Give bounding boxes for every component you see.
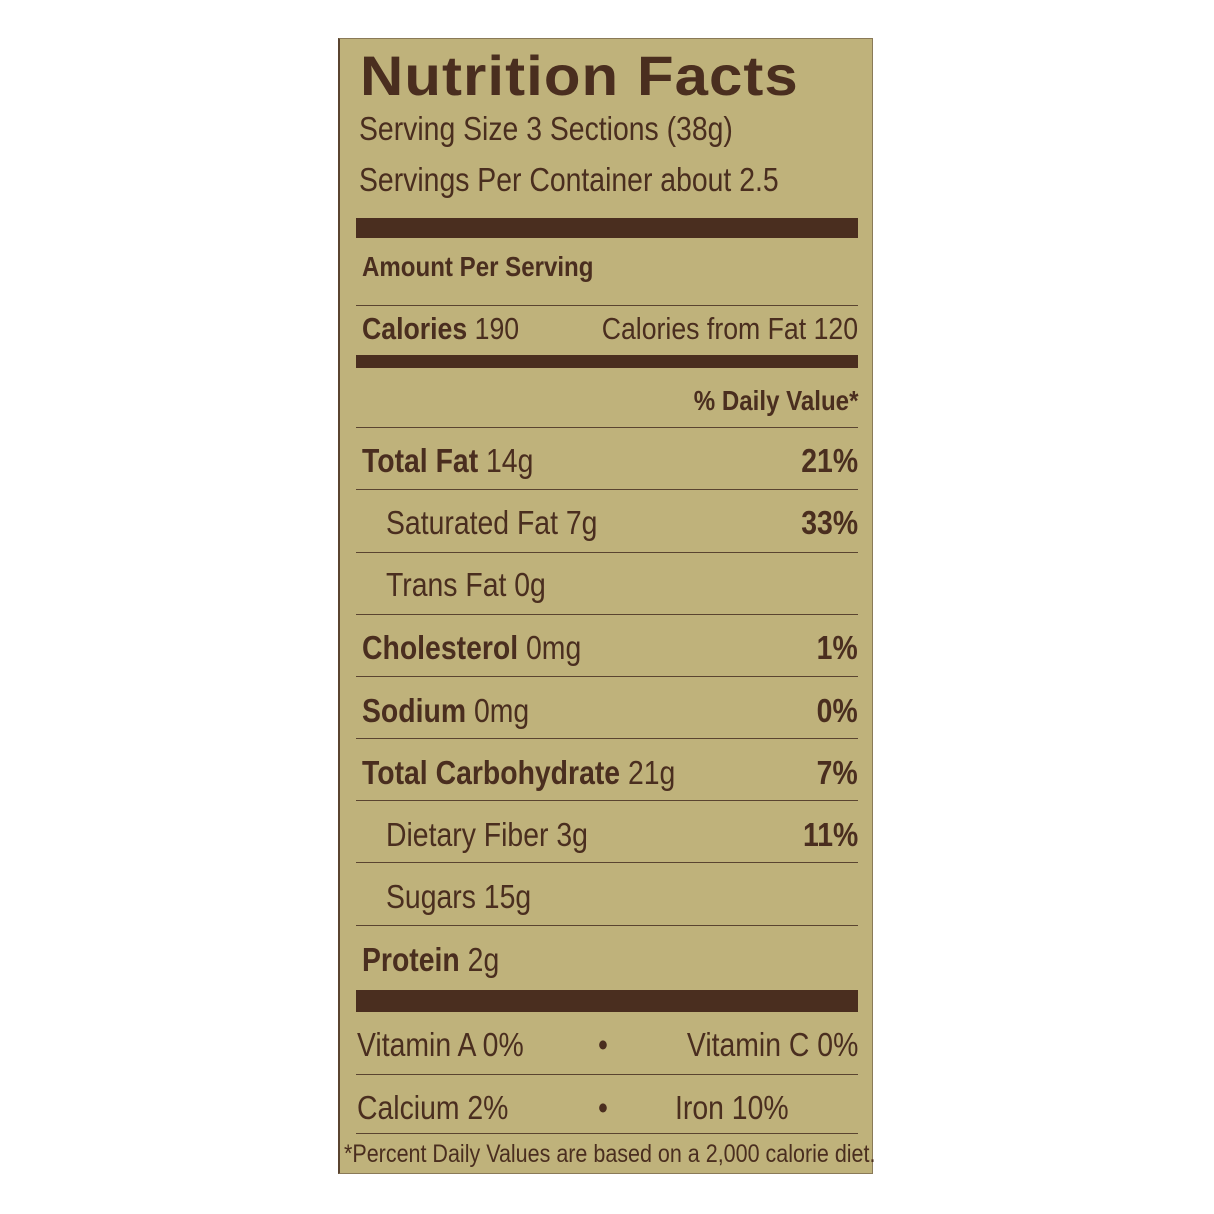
divider [356,800,858,801]
calories-row: Calories 190 [362,313,519,344]
nutrient-amount: 14g [486,442,534,479]
divider [356,738,858,739]
amount-per-serving: Amount Per Serving [362,251,594,282]
nutrient-name: Total Carbohydrate [362,754,621,791]
label-title: Nutrition Facts [360,44,799,107]
divider [356,1074,858,1075]
divider [356,925,858,926]
nutrient-amount: 0mg [526,629,582,666]
nutrient-daily-value: 1% [817,631,858,664]
nutrient-daily-value: 11% [803,818,858,851]
nutrient-name: Total Fat [362,442,479,479]
calories-value: 190 [474,311,520,346]
thick-divider [356,218,858,238]
divider [356,676,858,677]
nutrient-name: Sodium [362,692,467,729]
calories-from-fat: Calories from Fat 120 [601,311,858,346]
nutrient-row-label: Sugars 15g [386,880,531,913]
thick-divider [356,990,858,1012]
nutrient-daily-value: 33% [801,506,858,539]
dv-value: 1% [816,629,858,666]
divider [356,1133,858,1134]
nutrient-amount: 0g [514,566,546,603]
nutrient-name: Trans Fat [386,566,507,603]
bullet: • [598,1026,608,1063]
nutrient-amount: 15g [483,878,532,915]
nutrient-name: Protein [362,941,460,978]
nutrient-row-label: Trans Fat 0g [386,568,546,601]
dv-value: 33% [801,504,858,541]
nutrient-amount: 0mg [473,692,530,729]
nutrient-amount: 21g [627,754,676,791]
dv-value: 11% [802,816,858,853]
nutrient-row-label: Dietary Fiber 3g [386,818,588,851]
divider [356,552,858,553]
divider [356,305,858,306]
divider [356,427,858,428]
vitamin-c: Vitamin C 0% [686,1026,858,1063]
nutrient-row-label: Sodium 0mg [362,694,529,727]
nutrient-row-label: Cholesterol 0mg [362,631,581,664]
divider [356,862,858,863]
calories-label: Calories [362,311,468,346]
nutrient-name: Saturated Fat [386,504,558,541]
calcium: Calcium 2% [357,1089,509,1126]
nutrient-name: Sugars [386,878,476,915]
servings-per-container: Servings Per Container about 2.5 [359,161,779,198]
nutrient-name: Cholesterol [362,629,519,666]
serving-size: Serving Size 3 Sections (38g) [359,110,733,147]
divider [356,489,858,490]
footnote: *Percent Daily Values are based on a 2,0… [344,1140,876,1168]
nutrient-daily-value: 21% [801,444,858,477]
divider [356,614,858,615]
nutrient-amount: 2g [467,941,500,978]
nutrient-daily-value: 7% [817,756,858,789]
dv-value: 7% [816,754,858,791]
nutrient-row-label: Saturated Fat 7g [386,506,597,539]
nutrient-daily-value: 0% [817,694,858,727]
dv-value: 21% [801,442,858,479]
vitamin-a: Vitamin A 0% [357,1026,524,1063]
bullet: • [598,1089,608,1126]
nutrient-amount: 3g [556,816,588,853]
medium-divider [356,355,858,368]
iron: Iron 10% [675,1089,789,1126]
nutrient-name: Dietary Fiber [386,816,549,853]
nutrient-amount: 7g [565,504,598,541]
nutrient-row-label: Total Carbohydrate 21g [362,756,675,789]
daily-value-header: % Daily Value* [693,385,858,416]
dv-value: 0% [816,692,858,729]
nutrient-row-label: Protein 2g [362,943,499,976]
nutrient-row-label: Total Fat 14g [362,444,533,477]
